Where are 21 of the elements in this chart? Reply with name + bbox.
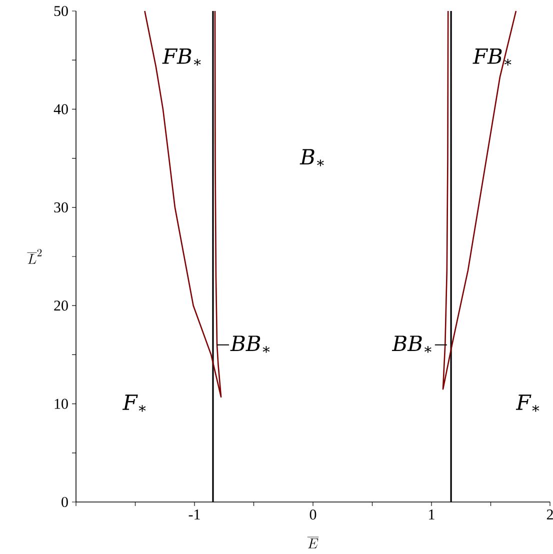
- annotation: F$_{∗}$: [122, 394, 146, 412]
- line-series: [442, 10, 517, 390]
- y-axis-title: $\overline{L}^2$: [27, 248, 42, 264]
- line-series: [144, 10, 222, 398]
- y-tick-label: 20: [54, 300, 68, 311]
- x-tick-label: 2: [546, 510, 553, 520]
- y-tick-label: 10: [54, 398, 68, 409]
- annotation: BB$_{∗}$: [392, 336, 432, 353]
- y-tick-label: 40: [54, 104, 68, 114]
- annotation: BB$_{∗}$: [230, 336, 270, 353]
- x-tick-label: 1: [429, 510, 434, 520]
- x-tick-label: 0: [310, 510, 316, 520]
- annotation: B$_{∗}$: [300, 149, 324, 166]
- annotation: F$_{∗}$: [516, 394, 540, 412]
- y-tick-label: 0: [62, 496, 68, 508]
- annotation: FB$_{∗}$: [162, 48, 201, 66]
- y-tick-label: 50: [54, 6, 68, 16]
- x-axis-title: $\overline{E}$: [307, 537, 319, 548]
- x-tick-label: -1: [188, 510, 200, 520]
- annotation: FB$_{∗}$: [472, 48, 512, 66]
- y-tick-label: 30: [54, 202, 68, 212]
